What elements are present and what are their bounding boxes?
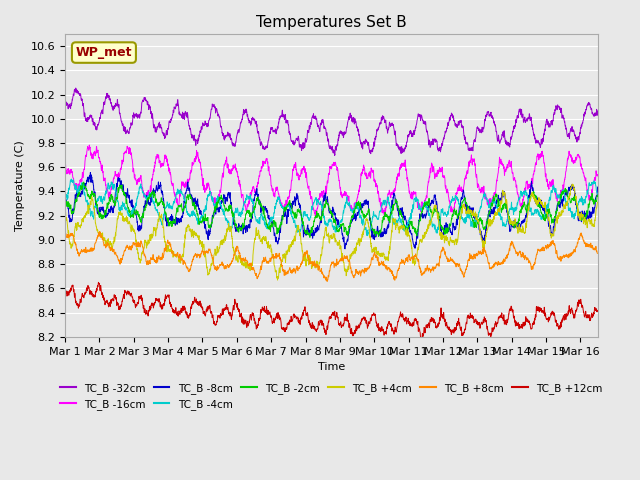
Line: TC_B +12cm: TC_B +12cm xyxy=(65,282,598,341)
TC_B +4cm xyxy=(274,277,282,283)
TC_B +4cm xyxy=(500,189,508,195)
TC_B -2cm xyxy=(306,235,314,240)
TC_B +4cm xyxy=(461,205,469,211)
TC_B -4cm xyxy=(594,191,602,197)
TC_B +8cm xyxy=(399,259,406,264)
TC_B -32cm xyxy=(61,104,69,110)
TC_B -32cm xyxy=(501,133,509,139)
TC_B +12cm xyxy=(433,324,441,330)
TC_B +12cm xyxy=(594,308,602,314)
TC_B +12cm xyxy=(230,306,238,312)
TC_B -32cm xyxy=(72,85,79,91)
Line: TC_B +4cm: TC_B +4cm xyxy=(65,184,598,280)
TC_B +12cm xyxy=(461,327,469,333)
TC_B -4cm xyxy=(68,176,76,182)
TC_B +4cm xyxy=(433,207,441,213)
TC_B -2cm xyxy=(433,208,441,214)
TC_B -16cm xyxy=(461,174,469,180)
TC_B +4cm xyxy=(399,227,406,232)
TC_B -32cm xyxy=(461,135,469,141)
TC_B -8cm xyxy=(230,222,238,228)
TC_B +8cm xyxy=(461,268,469,274)
TC_B -8cm xyxy=(433,201,441,207)
TC_B +4cm xyxy=(594,199,602,205)
TC_B -8cm xyxy=(61,199,69,205)
Text: WP_met: WP_met xyxy=(76,46,132,59)
TC_B +4cm xyxy=(230,249,237,255)
TC_B -32cm xyxy=(594,108,602,114)
TC_B -8cm xyxy=(461,201,469,207)
TC_B -32cm xyxy=(230,141,238,147)
Legend: TC_B -32cm, TC_B -16cm, TC_B -8cm, TC_B -4cm, TC_B -2cm, TC_B +4cm, TC_B +8cm, T: TC_B -32cm, TC_B -16cm, TC_B -8cm, TC_B … xyxy=(56,378,607,414)
TC_B -2cm xyxy=(230,215,238,221)
TC_B +4cm xyxy=(433,207,440,213)
TC_B -16cm xyxy=(230,163,238,169)
Line: TC_B -8cm: TC_B -8cm xyxy=(65,172,598,249)
TC_B -4cm xyxy=(433,228,441,234)
TC_B +12cm xyxy=(501,320,509,325)
TC_B +12cm xyxy=(61,287,69,292)
TC_B +8cm xyxy=(501,257,509,263)
TC_B -16cm xyxy=(312,213,319,219)
Line: TC_B -2cm: TC_B -2cm xyxy=(65,182,598,238)
TC_B -2cm xyxy=(594,192,602,198)
TC_B -16cm xyxy=(399,161,406,167)
TC_B +8cm xyxy=(594,251,602,256)
Line: TC_B -32cm: TC_B -32cm xyxy=(65,88,598,156)
TC_B -8cm xyxy=(86,169,94,175)
X-axis label: Time: Time xyxy=(317,362,345,372)
TC_B -4cm xyxy=(364,233,371,239)
Line: TC_B -4cm: TC_B -4cm xyxy=(65,179,598,236)
Title: Temperatures Set B: Temperatures Set B xyxy=(256,15,406,30)
TC_B -8cm xyxy=(341,246,349,252)
TC_B -8cm xyxy=(433,201,441,206)
TC_B +8cm xyxy=(61,237,69,243)
TC_B -4cm xyxy=(433,228,441,234)
TC_B +8cm xyxy=(433,262,441,267)
TC_B +4cm xyxy=(568,181,576,187)
TC_B +12cm xyxy=(399,311,406,317)
TC_B +12cm xyxy=(95,279,102,285)
TC_B -4cm xyxy=(399,223,406,229)
Line: TC_B -16cm: TC_B -16cm xyxy=(65,145,598,216)
TC_B -8cm xyxy=(399,212,406,218)
TC_B -16cm xyxy=(61,161,69,167)
TC_B +8cm xyxy=(433,263,441,268)
TC_B -2cm xyxy=(433,209,441,215)
TC_B -32cm xyxy=(433,138,441,144)
TC_B +8cm xyxy=(230,252,238,258)
TC_B +12cm xyxy=(433,323,441,329)
TC_B -2cm xyxy=(461,197,469,203)
TC_B +12cm xyxy=(418,338,426,344)
TC_B -8cm xyxy=(501,191,509,196)
TC_B +8cm xyxy=(323,278,331,284)
TC_B -4cm xyxy=(461,219,469,225)
TC_B -16cm xyxy=(433,174,441,180)
TC_B -4cm xyxy=(61,197,69,203)
TC_B -32cm xyxy=(433,138,441,144)
TC_B -16cm xyxy=(85,142,93,148)
TC_B -2cm xyxy=(501,201,509,207)
Line: TC_B +8cm: TC_B +8cm xyxy=(65,232,598,281)
Y-axis label: Temperature (C): Temperature (C) xyxy=(15,140,25,231)
TC_B -16cm xyxy=(433,174,441,180)
TC_B -2cm xyxy=(80,179,88,185)
TC_B -16cm xyxy=(594,171,602,177)
TC_B -2cm xyxy=(61,204,69,209)
TC_B +4cm xyxy=(61,212,69,217)
TC_B +8cm xyxy=(96,229,104,235)
TC_B -4cm xyxy=(501,222,509,228)
TC_B -32cm xyxy=(399,146,406,152)
TC_B -16cm xyxy=(501,169,509,175)
TC_B -32cm xyxy=(331,153,339,158)
TC_B -2cm xyxy=(399,216,406,222)
TC_B -4cm xyxy=(230,213,238,219)
TC_B -8cm xyxy=(594,184,602,190)
